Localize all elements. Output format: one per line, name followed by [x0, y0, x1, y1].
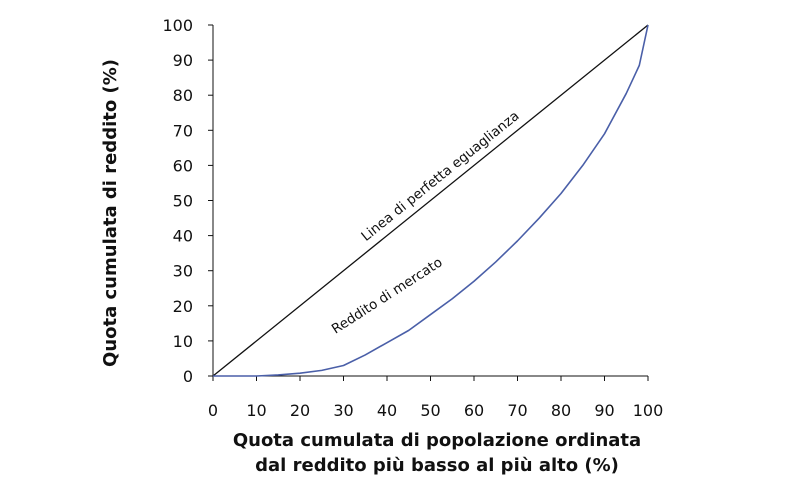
x-tick-label: 50 [420, 401, 440, 420]
y-ticks: 0 10 20 30 40 50 60 70 80 90 100 [162, 16, 213, 386]
x-tick-label: 40 [377, 401, 397, 420]
x-tick-label: 30 [333, 401, 353, 420]
market-income-curve [213, 24, 649, 377]
x-tick-label: 80 [551, 401, 571, 420]
y-tick-label: 50 [173, 192, 193, 211]
x-tick-label: 70 [507, 401, 527, 420]
y-tick-label: 40 [173, 227, 193, 246]
market-income-label: Reddito di mercato [329, 254, 446, 337]
x-axis-title-line2: dal reddito più basso al più alto (%) [255, 455, 619, 476]
equality-line-label: Linea di perfetta eguaglianza [358, 108, 522, 245]
y-tick-label: 0 [183, 367, 193, 386]
x-tick-label: 60 [464, 401, 484, 420]
equality-line [212, 24, 649, 377]
x-ticks: 0 10 20 30 40 50 60 70 80 90 100 [208, 376, 663, 420]
y-axis-title: Quota cumulata di reddito (%) [100, 59, 121, 367]
y-tick-label: 100 [162, 16, 193, 35]
x-tick-label: 0 [208, 401, 218, 420]
y-tick-label: 90 [173, 51, 193, 70]
series-layer [212, 24, 649, 377]
x-axis-title-line1: Quota cumulata di popolazione ordinata [233, 430, 641, 451]
x-tick-label: 90 [594, 401, 614, 420]
x-tick-label: 10 [246, 401, 266, 420]
y-tick-label: 10 [173, 332, 193, 351]
y-tick-label: 20 [173, 297, 193, 316]
x-tick-label: 20 [290, 401, 310, 420]
y-tick-label: 60 [173, 156, 193, 175]
y-tick-label: 80 [173, 86, 193, 105]
y-tick-label: 70 [173, 121, 193, 140]
x-tick-label: 100 [633, 401, 664, 420]
y-tick-label: 30 [173, 262, 193, 281]
